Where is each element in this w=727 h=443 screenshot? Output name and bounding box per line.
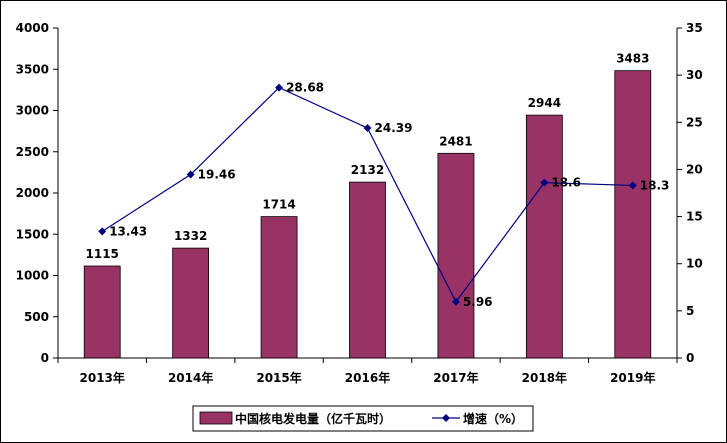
line-point: [540, 178, 549, 187]
bar: [614, 70, 652, 359]
bar: [437, 152, 475, 359]
line-point: [628, 181, 637, 190]
legend-label-line: 增速（%）: [463, 411, 523, 426]
legend-box: [192, 405, 534, 432]
x-tick-label: 2018年: [522, 370, 567, 385]
bar-data-label: 2481: [439, 134, 472, 148]
x-tick-label: 2016年: [345, 370, 390, 385]
x-tick-label: 2017年: [433, 370, 478, 385]
line-data-label: 18.3: [640, 178, 670, 192]
line-point: [451, 297, 460, 306]
bar-data-label: 2944: [528, 96, 561, 110]
y-left-tick-label: 3500: [16, 62, 49, 76]
x-tick-label: 2013年: [80, 370, 125, 385]
y-left-tick-label: 3000: [16, 104, 49, 118]
bar: [172, 247, 210, 359]
line-point: [186, 170, 195, 179]
bar-data-label: 1714: [262, 198, 295, 212]
bar-data-label: 1332: [174, 229, 207, 243]
line-data-label: 19.46: [198, 168, 236, 182]
y-right-tick-label: 30: [686, 68, 703, 82]
line-data-label: 5.96: [463, 295, 493, 309]
legend-swatch-bar: [199, 411, 233, 425]
y-right-tick-label: 20: [686, 162, 703, 176]
legend-swatch-marker: [442, 414, 450, 422]
bar-data-label: 1115: [86, 247, 119, 261]
y-left-tick-label: 0: [41, 351, 49, 365]
y-right-tick-label: 35: [686, 21, 703, 35]
y-left-tick-label: 1500: [16, 227, 49, 241]
axes: 0 500 1000 1500 2000 2500 3000 3500 4000 0 5 10 15 20…: [16, 21, 703, 385]
line-point: [363, 124, 372, 133]
line-series: [98, 83, 637, 306]
y-right-tick-label: 25: [686, 115, 703, 129]
line-point: [275, 83, 284, 92]
y-right-tick-label: 10: [686, 257, 703, 271]
bar-data-label: 2132: [351, 163, 384, 177]
y-right-tick-label: 0: [686, 351, 694, 365]
line-data-label: 13.43: [109, 224, 147, 238]
x-tick-label: 2015年: [256, 370, 301, 385]
y-right-tick-label: 15: [686, 210, 703, 224]
y-left-tick-label: 4000: [16, 21, 49, 35]
bar: [83, 265, 121, 359]
y-left-tick-label: 2000: [16, 186, 49, 200]
data-labels: 1115 1332 1714 2132 2481 2944 3483 13.43 19.46 28…: [86, 52, 670, 309]
line-data-label: 24.39: [375, 121, 413, 135]
line-data-label: 28.68: [286, 81, 324, 95]
y-left-tick-label: 2500: [16, 145, 49, 159]
bar: [349, 181, 386, 359]
legend: 中国核电发电量（亿千瓦时） 增速（%）: [192, 405, 534, 432]
bar-data-label: 3483: [616, 52, 649, 66]
bar-series: [83, 70, 652, 359]
y-left-tick-label: 500: [24, 310, 49, 324]
y-right-tick-label: 5: [686, 304, 694, 318]
legend-label-bar: 中国核电发电量（亿千瓦时）: [235, 411, 391, 426]
bar: [260, 216, 298, 359]
bar: [525, 114, 563, 359]
x-tick-label: 2014年: [168, 370, 213, 385]
line-data-label: 18.6: [551, 176, 581, 190]
line-point: [98, 227, 107, 236]
y-left-tick-label: 1000: [16, 269, 49, 283]
x-tick-label: 2019年: [610, 370, 655, 385]
